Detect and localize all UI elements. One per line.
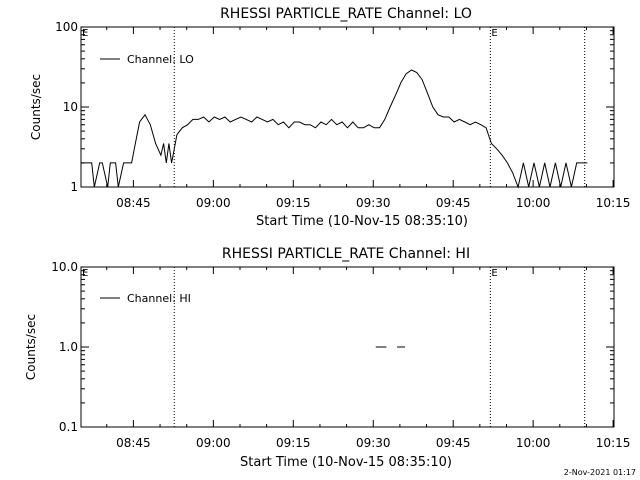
x-tick-label: 10:15: [596, 436, 631, 450]
series-line: [81, 69, 588, 189]
panel-lo-title: RHESSI PARTICLE_RATE Channel: LO: [220, 6, 472, 22]
y-tick-label: 1: [70, 180, 78, 194]
x-tick-label: 08:45: [116, 196, 151, 210]
panel-lo-ylabel: Counts/sec: [29, 74, 43, 140]
x-tick-label: 08:45: [116, 436, 151, 450]
y-tick-label: 0.1: [59, 420, 78, 434]
panel-lo-series: [81, 69, 588, 189]
event-marker-label: E: [82, 28, 88, 39]
x-tick-label: 09:30: [356, 196, 391, 210]
panel-hi: RHESSI PARTICLE_RATE Channel: HI Start T…: [24, 246, 630, 470]
x-tick-label: 09:45: [436, 196, 471, 210]
x-tick-label: 10:00: [516, 196, 551, 210]
x-tick-label: 09:00: [196, 196, 231, 210]
y-tick-label: 10.0: [51, 260, 78, 274]
x-tick-label: 10:00: [516, 436, 551, 450]
x-tick-label: 10:15: [596, 196, 631, 210]
panel-lo-xlabel: Start Time (10-Nov-15 08:35:10): [256, 214, 468, 229]
x-tick-label: 09:00: [196, 436, 231, 450]
panel-hi-xlabel: Start Time (10-Nov-15 08:35:10): [240, 455, 452, 470]
panel-hi-title: RHESSI PARTICLE_RATE Channel: HI: [222, 246, 470, 262]
y-tick-label: 100: [55, 20, 78, 34]
panel-lo-ticks: 08:45 09:00 09:15 09:30 09:45 10:00 10:15 1 10 10…: [55, 20, 630, 210]
panel-hi-ticks: 08:45 09:00 09:15 09:30 09:45 10:00 10:15 0.1 1.…: [51, 260, 630, 450]
footer-timestamp: 2-Nov-2021 01:17: [564, 468, 636, 477]
x-tick-label: 09:15: [276, 196, 311, 210]
event-marker-label: E: [82, 268, 88, 279]
event-marker-label: E: [491, 268, 497, 279]
panel-hi-ylabel: Counts/sec: [24, 314, 38, 380]
y-tick-label: 10: [63, 100, 78, 114]
y-tick-label: 1.0: [59, 340, 78, 354]
panel-hi-legend-label: Channel: HI: [127, 292, 191, 305]
event-marker-label: E: [491, 28, 497, 39]
x-tick-label: 09:30: [356, 436, 391, 450]
panel-lo-legend-label: Channel: LO: [127, 53, 194, 66]
panel-lo: RHESSI PARTICLE_RATE Channel: LO Start T…: [29, 6, 630, 229]
panel-lo-frame: [80, 26, 615, 188]
x-tick-label: 09:15: [276, 436, 311, 450]
x-tick-label: 09:45: [436, 436, 471, 450]
panel-hi-frame: [80, 266, 615, 428]
